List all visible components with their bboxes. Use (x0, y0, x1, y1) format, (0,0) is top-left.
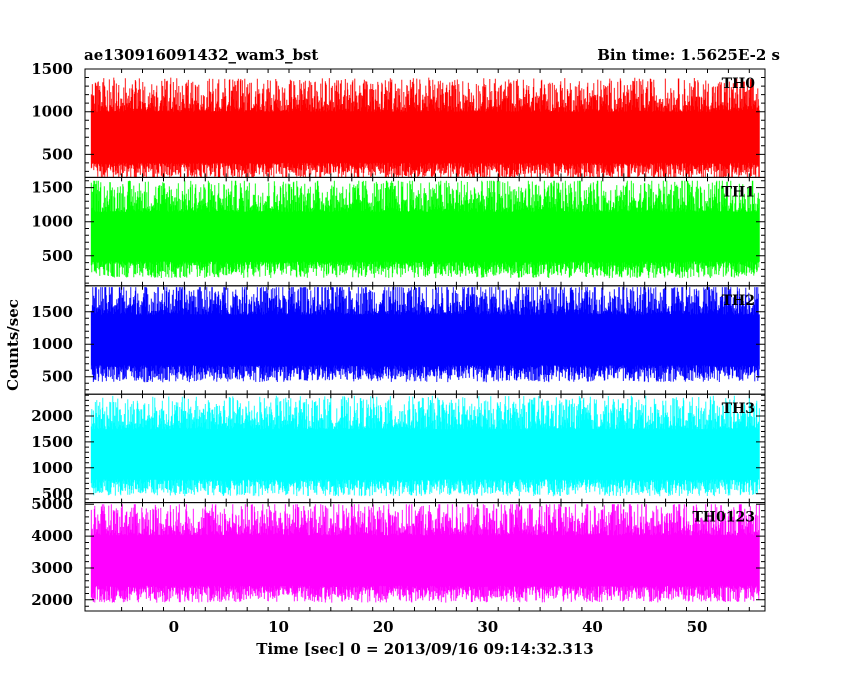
y-tick-label: 1500 (31, 303, 73, 321)
y-tick-label: 1000 (31, 103, 73, 121)
y-ticks (85, 180, 765, 284)
panel-stack: 500 1000 1500 TH0 500 1000 1500 TH1 500 1000 1500 T… (31, 60, 766, 612)
x-ticks (121, 394, 750, 503)
x-tick-label: 40 (582, 618, 603, 636)
y-tick-label: 2000 (31, 591, 73, 609)
y-tick-label: 3000 (31, 559, 73, 577)
panel-label: TH2 (722, 293, 755, 309)
panel-th1: 500 1000 1500 TH1 (31, 176, 766, 287)
y-tick-label: 1000 (31, 213, 73, 231)
y-tick-label: 500 (42, 368, 73, 386)
x-axis-label: Time [sec] 0 = 2013/09/16 09:14:32.313 (256, 640, 593, 658)
panel-label: TH0 (722, 76, 756, 92)
x-ticks (121, 502, 750, 611)
y-tick-label: 500 (42, 247, 73, 265)
series-th2 (90, 287, 760, 383)
x-axis-tick-labels: 0 10 20 30 40 50 (169, 618, 708, 636)
x-ticks (121, 177, 750, 286)
x-tick-label: 50 (687, 618, 708, 636)
bin-time-label: Bin time: 1.5625E-2 s (597, 46, 780, 64)
y-tick-label: 4000 (31, 527, 73, 545)
x-ticks (121, 69, 750, 178)
y-tick-label: 2000 (31, 407, 73, 425)
y-ticks (85, 68, 765, 172)
y-ticks (85, 285, 765, 391)
x-ticks (121, 285, 750, 395)
y-tick-label: 500 (42, 485, 73, 503)
y-axis-label: Counts/sec (4, 299, 22, 391)
panel-th0: 500 1000 1500 TH0 (31, 60, 766, 178)
y-tick-label: 1500 (31, 433, 73, 451)
y-tick-label: 1000 (31, 459, 73, 477)
x-tick-label: 20 (373, 618, 394, 636)
x-tick-label: 0 (169, 618, 179, 636)
series-th3 (90, 395, 760, 497)
panel-th0123: 2000 3000 4000 5000 TH0123 (31, 495, 766, 612)
y-tick-label: 1000 (31, 335, 73, 353)
panel-th3: 500 1000 1500 2000 TH3 (31, 393, 766, 504)
chart-title: ae130916091432_wam3_bst (84, 46, 318, 64)
y-tick-label: 1500 (31, 179, 73, 197)
series-th0123 (90, 504, 760, 603)
x-tick-label: 10 (268, 618, 289, 636)
y-ticks (85, 503, 765, 607)
series-th0 (90, 77, 760, 178)
panel-label: TH3 (722, 401, 755, 417)
series-th1 (90, 180, 760, 279)
y-ticks (85, 394, 765, 500)
y-tick-label: 500 (42, 145, 73, 163)
panel-frame (84, 502, 766, 612)
panel-th2: 500 1000 1500 TH2 (31, 285, 766, 395)
panel-label: TH0123 (692, 510, 755, 526)
x-tick-label: 30 (477, 618, 498, 636)
panel-label: TH1 (722, 184, 755, 200)
y-tick-label: 5000 (31, 495, 73, 513)
y-tick-label: 1500 (31, 60, 73, 78)
